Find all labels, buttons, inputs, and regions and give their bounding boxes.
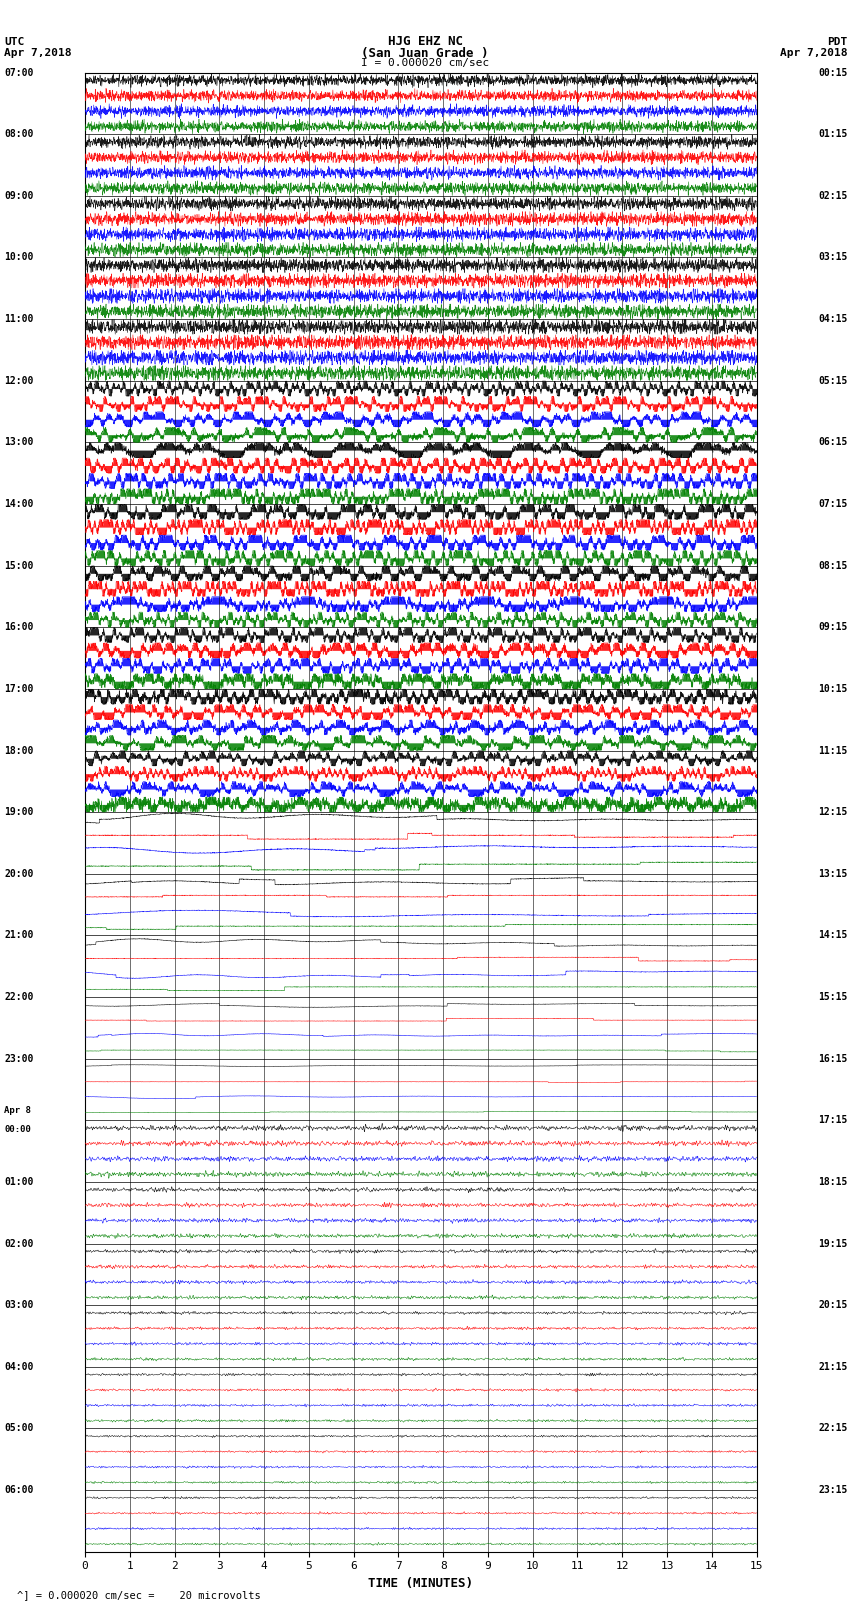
Text: 07:00: 07:00 [4, 68, 34, 77]
Text: 06:15: 06:15 [818, 437, 847, 447]
Text: 18:15: 18:15 [818, 1177, 847, 1187]
Text: 10:00: 10:00 [4, 253, 34, 263]
Text: 06:00: 06:00 [4, 1486, 34, 1495]
Text: 09:00: 09:00 [4, 190, 34, 202]
Text: 11:15: 11:15 [818, 745, 847, 755]
Text: Apr 7,2018: Apr 7,2018 [4, 48, 71, 58]
X-axis label: TIME (MINUTES): TIME (MINUTES) [368, 1578, 473, 1590]
Text: 14:00: 14:00 [4, 498, 34, 510]
Text: 16:00: 16:00 [4, 623, 34, 632]
Text: 17:00: 17:00 [4, 684, 34, 694]
Text: PDT: PDT [827, 37, 847, 47]
Text: 05:00: 05:00 [4, 1423, 34, 1434]
Text: 21:15: 21:15 [818, 1361, 847, 1371]
Text: Apr 7,2018: Apr 7,2018 [780, 48, 847, 58]
Text: 08:00: 08:00 [4, 129, 34, 139]
Text: 23:00: 23:00 [4, 1053, 34, 1063]
Text: 03:00: 03:00 [4, 1300, 34, 1310]
Text: I = 0.000020 cm/sec: I = 0.000020 cm/sec [361, 58, 489, 68]
Text: 00:15: 00:15 [818, 68, 847, 77]
Text: 11:00: 11:00 [4, 315, 34, 324]
Text: 03:15: 03:15 [818, 253, 847, 263]
Text: 13:00: 13:00 [4, 437, 34, 447]
Text: 02:00: 02:00 [4, 1239, 34, 1248]
Text: ^] = 0.000020 cm/sec =    20 microvolts: ^] = 0.000020 cm/sec = 20 microvolts [17, 1590, 261, 1600]
Text: 02:15: 02:15 [818, 190, 847, 202]
Text: 04:00: 04:00 [4, 1361, 34, 1371]
Text: 20:15: 20:15 [818, 1300, 847, 1310]
Text: 15:15: 15:15 [818, 992, 847, 1002]
Text: 19:15: 19:15 [818, 1239, 847, 1248]
Text: 12:00: 12:00 [4, 376, 34, 386]
Text: 00:00: 00:00 [4, 1126, 31, 1134]
Text: 22:00: 22:00 [4, 992, 34, 1002]
Text: 01:00: 01:00 [4, 1177, 34, 1187]
Text: 14:15: 14:15 [818, 931, 847, 940]
Text: 23:15: 23:15 [818, 1486, 847, 1495]
Text: HJG EHZ NC: HJG EHZ NC [388, 35, 462, 48]
Text: 21:00: 21:00 [4, 931, 34, 940]
Text: 07:15: 07:15 [818, 498, 847, 510]
Text: 04:15: 04:15 [818, 315, 847, 324]
Text: 18:00: 18:00 [4, 745, 34, 755]
Text: 09:15: 09:15 [818, 623, 847, 632]
Text: 08:15: 08:15 [818, 561, 847, 571]
Text: 22:15: 22:15 [818, 1423, 847, 1434]
Text: 05:15: 05:15 [818, 376, 847, 386]
Text: (San Juan Grade ): (San Juan Grade ) [361, 47, 489, 60]
Text: 13:15: 13:15 [818, 869, 847, 879]
Text: 16:15: 16:15 [818, 1053, 847, 1063]
Text: 17:15: 17:15 [818, 1115, 847, 1126]
Text: 12:15: 12:15 [818, 806, 847, 818]
Text: 10:15: 10:15 [818, 684, 847, 694]
Text: 19:00: 19:00 [4, 806, 34, 818]
Text: UTC: UTC [4, 37, 25, 47]
Text: Apr 8: Apr 8 [4, 1107, 31, 1116]
Text: 20:00: 20:00 [4, 869, 34, 879]
Text: 01:15: 01:15 [818, 129, 847, 139]
Text: 15:00: 15:00 [4, 561, 34, 571]
